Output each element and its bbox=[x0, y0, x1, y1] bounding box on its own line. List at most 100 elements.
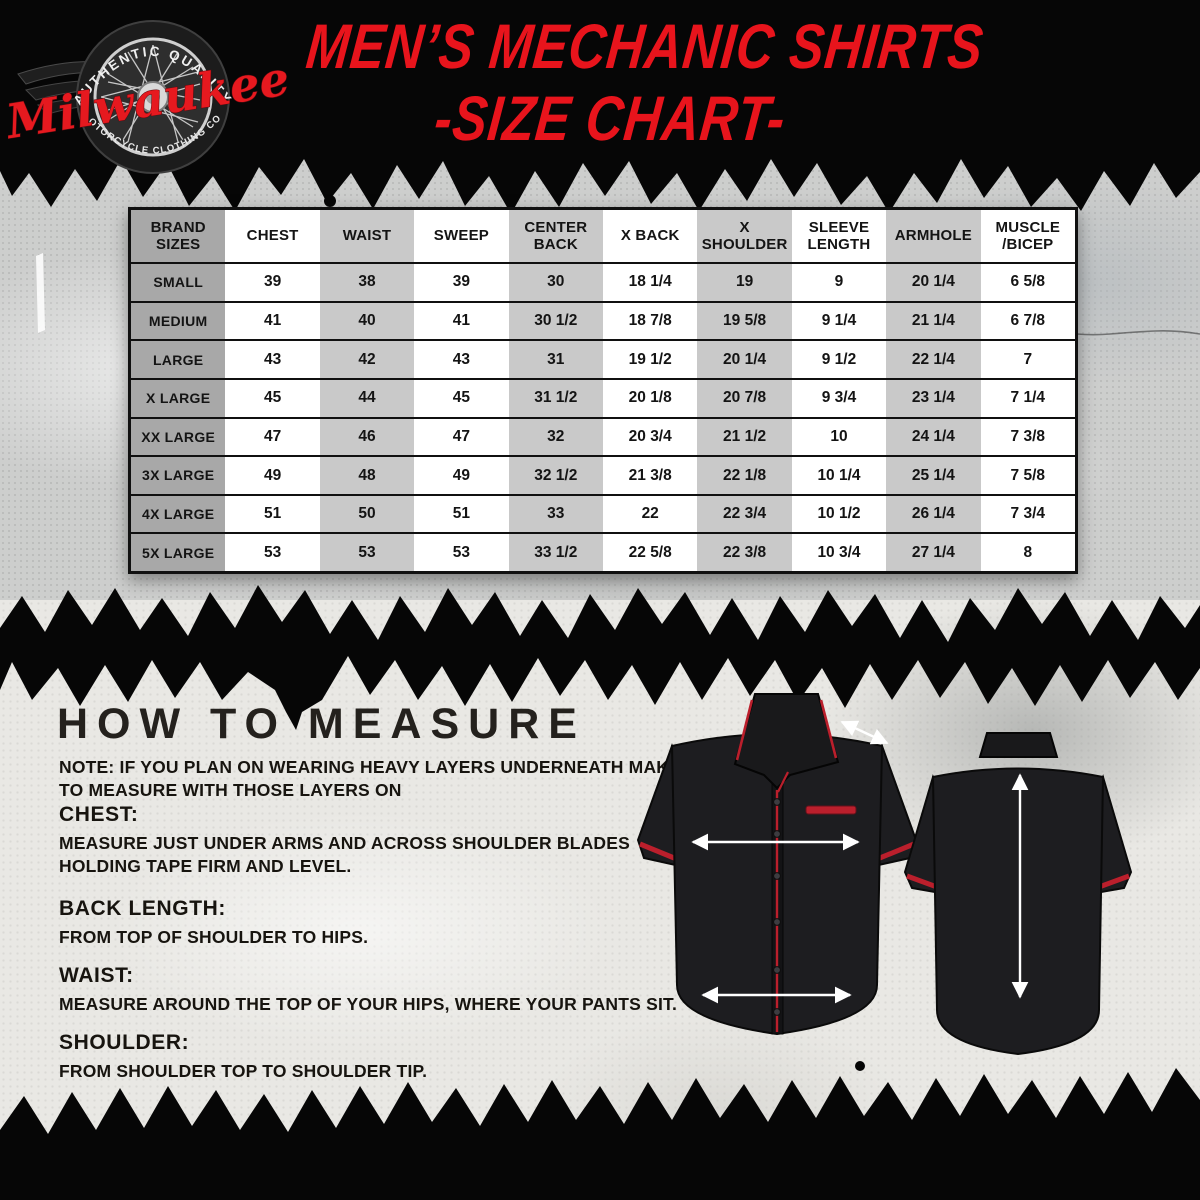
title-line-1: MEN’S MECHANIC SHIRTS bbox=[303, 12, 987, 82]
cell: 22 1/4 bbox=[886, 339, 981, 378]
cell: 44 bbox=[319, 377, 415, 417]
size-label: 5X LARGE bbox=[131, 532, 226, 571]
cell: 51 bbox=[414, 493, 509, 533]
size-label: 3X LARGE bbox=[131, 455, 226, 494]
measure-section-shoulder: SHOULDER: FROM SHOULDER TOP TO SHOULDER … bbox=[59, 1031, 427, 1083]
cell: 6 7/8 bbox=[980, 300, 1075, 340]
cell: 7 3/4 bbox=[980, 493, 1075, 533]
cell: 53 bbox=[319, 532, 415, 571]
cell: 22 5/8 bbox=[603, 532, 698, 571]
cell: 9 bbox=[791, 262, 887, 301]
cell: 45 bbox=[225, 377, 320, 417]
cell: 19 5/8 bbox=[697, 300, 792, 340]
cell: 7 bbox=[980, 339, 1075, 378]
size-label: LARGE bbox=[131, 339, 226, 378]
cell: 41 bbox=[414, 300, 509, 340]
cell: 10 1/4 bbox=[791, 455, 887, 494]
pocket-trim bbox=[805, 805, 857, 815]
col-header-chest: CHEST bbox=[225, 210, 320, 262]
page-title: MEN’S MECHANIC SHIRTS -SIZE CHART- bbox=[240, 12, 987, 156]
cell: 39 bbox=[225, 262, 320, 301]
cell: 53 bbox=[414, 532, 509, 571]
size-label: MEDIUM bbox=[131, 300, 226, 340]
cell: 6 5/8 bbox=[980, 262, 1075, 301]
cell: 24 1/4 bbox=[886, 416, 981, 456]
cell: 21 1/2 bbox=[697, 416, 792, 456]
cell: 43 bbox=[225, 339, 320, 378]
cell: 22 3/8 bbox=[697, 532, 792, 571]
cell: 49 bbox=[414, 455, 509, 494]
col-header-brand-sizes: BRAND SIZES bbox=[131, 210, 226, 262]
cell: 21 1/4 bbox=[886, 300, 981, 340]
cell: 7 1/4 bbox=[980, 377, 1075, 417]
cell: 51 bbox=[225, 493, 320, 533]
cell: 32 1/2 bbox=[508, 455, 603, 494]
cell: 40 bbox=[319, 300, 415, 340]
col-header-sleeve-length: SLEEVE LENGTH bbox=[791, 210, 887, 262]
col-header-x-shoulder: X SHOULDER bbox=[697, 210, 792, 262]
cell: 46 bbox=[319, 416, 415, 456]
cell: 26 1/4 bbox=[886, 493, 981, 533]
col-header-waist: WAIST bbox=[319, 210, 415, 262]
cell: 53 bbox=[225, 532, 320, 571]
how-to-measure-heading: HOW TO MEASURE bbox=[57, 700, 586, 748]
section-text: FROM SHOULDER TOP TO SHOULDER TIP. bbox=[59, 1061, 428, 1081]
cell: 47 bbox=[225, 416, 320, 456]
size-label: SMALL bbox=[131, 262, 226, 301]
shirt-front-diagram bbox=[636, 693, 918, 1036]
measure-section-chest: CHEST: MEASURE JUST UNDER ARMS AND ACROS… bbox=[59, 803, 630, 878]
cell: 31 bbox=[508, 339, 603, 378]
section-label: BACK LENGTH: bbox=[59, 897, 227, 920]
measure-section-waist: WAIST: MEASURE AROUND THE TOP OF YOUR HI… bbox=[59, 964, 677, 1016]
size-label: 4X LARGE bbox=[131, 493, 226, 533]
col-header-x-back: X BACK bbox=[603, 210, 698, 262]
cell: 38 bbox=[319, 262, 415, 301]
cell: 10 bbox=[791, 416, 887, 456]
cell: 20 7/8 bbox=[697, 377, 792, 417]
cell: 9 1/4 bbox=[791, 300, 887, 340]
cell: 9 3/4 bbox=[791, 377, 887, 417]
cell: 41 bbox=[225, 300, 320, 340]
cell: 20 1/4 bbox=[886, 262, 981, 301]
col-header-center-back: CENTER BACK bbox=[508, 210, 603, 262]
cell: 33 1/2 bbox=[508, 532, 603, 571]
cell: 10 1/2 bbox=[791, 493, 887, 533]
cell: 19 1/2 bbox=[603, 339, 698, 378]
cell: 42 bbox=[319, 339, 415, 378]
cell: 21 3/8 bbox=[603, 455, 698, 494]
shoulder-measure-arrow bbox=[840, 720, 889, 745]
title-line-2: -SIZE CHART- bbox=[431, 83, 789, 154]
cell: 22 1/8 bbox=[697, 455, 792, 494]
shirt-measure-diagrams bbox=[636, 693, 1133, 1056]
cell: 22 bbox=[603, 493, 698, 533]
cell: 18 1/4 bbox=[603, 262, 698, 301]
measure-section-back-length: BACK LENGTH: FROM TOP OF SHOULDER TO HIP… bbox=[59, 897, 368, 949]
cell: 23 1/4 bbox=[886, 377, 981, 417]
cell: 31 1/2 bbox=[508, 377, 603, 417]
col-header-muscle-bicep: MUSCLE /BICEP bbox=[980, 210, 1075, 262]
cell: 19 bbox=[697, 262, 792, 301]
cell: 33 bbox=[508, 493, 603, 533]
cell: 22 3/4 bbox=[697, 493, 792, 533]
shirt-back-diagram bbox=[903, 732, 1133, 1056]
cell: 7 3/8 bbox=[980, 416, 1075, 456]
cell: 32 bbox=[508, 416, 603, 456]
section-label: CHEST: bbox=[59, 803, 139, 826]
cell: 49 bbox=[225, 455, 320, 494]
section-label: WAIST: bbox=[59, 964, 134, 987]
milwaukee-logo: AUTHENTIC QUALITY MOTORCYCLE CLOTHING CO… bbox=[8, 2, 288, 174]
cell: 9 1/2 bbox=[791, 339, 887, 378]
cell: 43 bbox=[414, 339, 509, 378]
cell: 27 1/4 bbox=[886, 532, 981, 571]
cell: 30 bbox=[508, 262, 603, 301]
cell: 39 bbox=[414, 262, 509, 301]
cell: 20 1/4 bbox=[697, 339, 792, 378]
col-header-armhole: ARMHOLE bbox=[886, 210, 981, 262]
size-label: X LARGE bbox=[131, 377, 226, 417]
section-text: FROM TOP OF SHOULDER TO HIPS. bbox=[59, 927, 369, 947]
cell: 18 7/8 bbox=[603, 300, 698, 340]
cell: 45 bbox=[414, 377, 509, 417]
section-text: MEASURE AROUND THE TOP OF YOUR HIPS, WHE… bbox=[59, 994, 678, 1014]
size-label: XX LARGE bbox=[131, 416, 226, 456]
